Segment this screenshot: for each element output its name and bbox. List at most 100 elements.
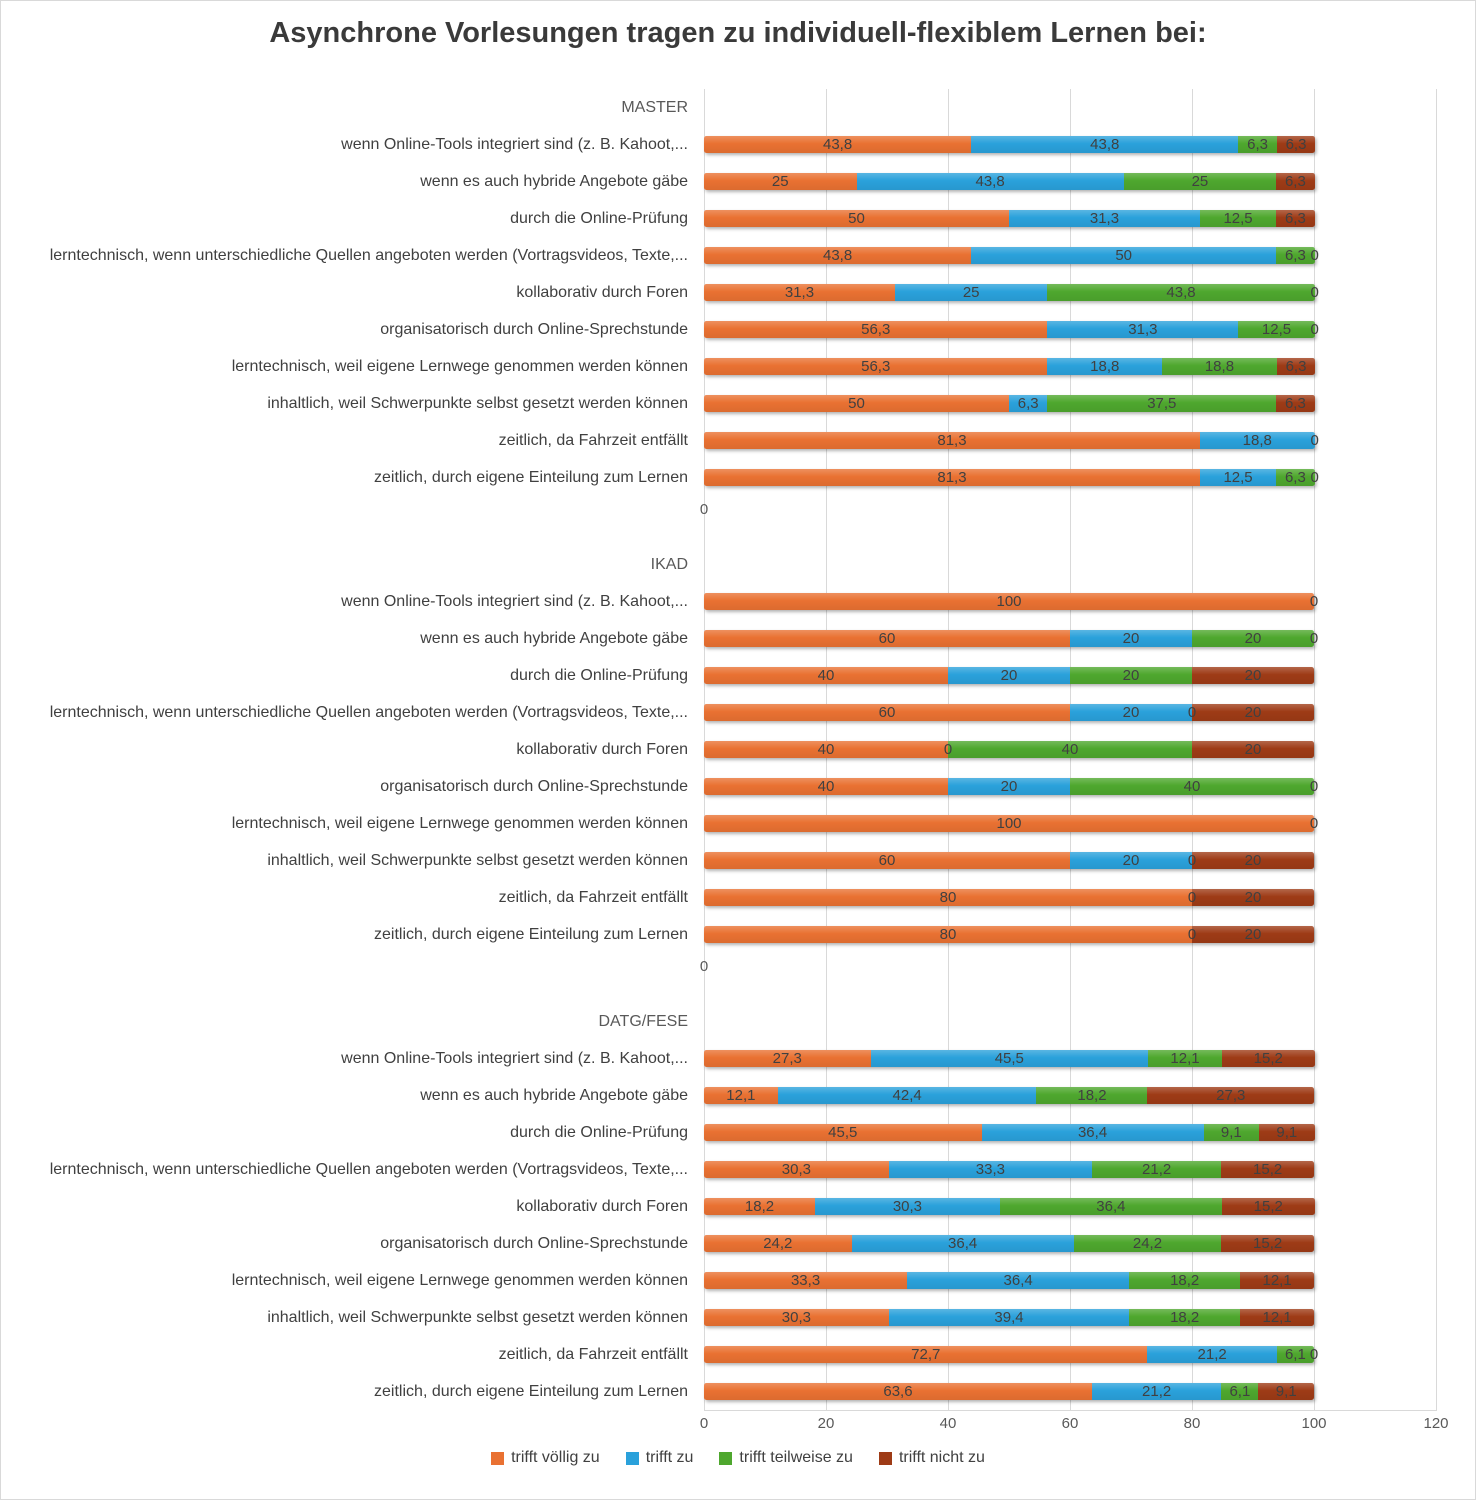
bar-cell: 40 20 40 0 xyxy=(704,768,1437,805)
legend-item: trifft nicht zu xyxy=(878,1449,985,1467)
bar-segment xyxy=(1123,173,1277,190)
data-label: 40 xyxy=(817,741,835,758)
data-label: 18,2 xyxy=(1077,1087,1107,1104)
data-label: 0 xyxy=(1310,321,1319,338)
bar-cell: 72,7 21,2 6,1 0 xyxy=(704,1336,1437,1373)
data-label: 21,2 xyxy=(1197,1346,1227,1363)
category-label: kollaborativ durch Foren xyxy=(516,1197,688,1215)
bar-segment xyxy=(704,1198,816,1215)
section-header-row: DATG/FESE xyxy=(1,1003,1475,1040)
category-label: organisatorisch durch Online-Sprechstund… xyxy=(380,777,688,795)
bar-segment xyxy=(1192,926,1314,943)
bar-segment xyxy=(1192,630,1314,647)
data-label: 37,5 xyxy=(1147,395,1177,412)
data-label: 81,3 xyxy=(937,432,967,449)
legend-label: trifft völlig zu xyxy=(511,1449,600,1466)
legend: trifft völlig zu trifft zu trifft teilweis… xyxy=(1,1449,1475,1467)
data-label: 36,4 xyxy=(1077,1124,1108,1141)
stacked-bar xyxy=(704,1161,1314,1178)
category-label: wenn Online-Tools integriert sind (z. B.… xyxy=(341,1049,688,1067)
bar-segment xyxy=(1192,741,1314,758)
bar-cell: 80 0 20 xyxy=(704,879,1437,916)
data-label: 18,2 xyxy=(1170,1309,1200,1326)
plot-area: MASTER wenn Online-Tools integriert sind … xyxy=(1,89,1475,1436)
bar-row: organisatorisch durch Online-Sprechstund… xyxy=(1,768,1475,805)
bar-segment xyxy=(1129,1309,1241,1326)
data-label: 33,3 xyxy=(790,1272,821,1289)
bar-segment xyxy=(888,1161,1092,1178)
data-label: 80 xyxy=(939,889,957,906)
stacked-bar xyxy=(704,210,1315,227)
bar-cell: 40 20 20 20 xyxy=(704,657,1437,694)
data-label: 0 xyxy=(1309,778,1319,795)
data-label: 0 xyxy=(1187,852,1197,869)
data-label: 18,8 xyxy=(1090,358,1120,375)
data-label: 43,8 xyxy=(1090,136,1120,153)
bar-cell: 30,3 33,3 21,2 15,2 xyxy=(704,1151,1437,1188)
bar-segment xyxy=(1259,1124,1315,1141)
data-label: 30,3 xyxy=(781,1161,812,1178)
bar-segment xyxy=(1036,1087,1148,1104)
bar-segment xyxy=(1192,704,1314,721)
bar-segment xyxy=(704,926,1192,943)
data-label: 6,3 xyxy=(1285,358,1307,375)
section-header-spacer xyxy=(704,89,1437,126)
bar-row: inhaltlich, weil Schwerpunkte selbst ges… xyxy=(1,1299,1475,1336)
bar-segment xyxy=(704,778,948,795)
bar-segment xyxy=(888,1309,1130,1326)
bar-segment xyxy=(704,395,1009,412)
bar-segment xyxy=(1009,210,1200,227)
axis-tick-label: 0 xyxy=(699,958,709,975)
section-gap xyxy=(1,522,1475,546)
bar-row: kollaborativ durch Foren 40 0 40 20 xyxy=(1,731,1475,768)
bar-segment xyxy=(704,593,1314,610)
data-label: 56,3 xyxy=(861,321,891,338)
bar-cell: 100 0 xyxy=(704,805,1437,842)
bar-cell: 60 20 0 20 xyxy=(704,842,1437,879)
category-label: zeitlich, durch eigene Einteilung zum Le… xyxy=(374,1382,688,1400)
bar-row: organisatorisch durch Online-Sprechstund… xyxy=(1,311,1475,348)
stacked-bar xyxy=(704,1272,1314,1289)
bar-segment xyxy=(704,889,1192,906)
x-axis-row: 0 xyxy=(1,953,1475,979)
bar-cell: 60 20 20 0 xyxy=(704,620,1437,657)
category-label: organisatorisch durch Online-Sprechstund… xyxy=(380,1234,688,1252)
data-label: 0 xyxy=(1309,1346,1319,1363)
bar-segment xyxy=(1276,173,1315,190)
bar-row: lerntechnisch, weil eigene Lernwege geno… xyxy=(1,1262,1475,1299)
bar-segment xyxy=(981,1124,1204,1141)
bar-row: wenn es auch hybride Angebote gäbe 12,1 42… xyxy=(1,1077,1475,1114)
data-label: 60 xyxy=(878,630,896,647)
bar-segment xyxy=(704,1383,1092,1400)
bar-segment xyxy=(1276,358,1316,375)
section-title: MASTER xyxy=(621,98,688,116)
x-axis-row: 0 xyxy=(1,496,1475,522)
category-label: durch die Online-Prüfung xyxy=(510,1123,688,1141)
bar-segment xyxy=(1047,395,1277,412)
bar-segment xyxy=(1221,1383,1259,1400)
data-label: 15,2 xyxy=(1253,1235,1283,1252)
data-label: 20 xyxy=(1122,667,1140,684)
data-label: 63,6 xyxy=(883,1383,913,1400)
bar-segment xyxy=(971,136,1239,153)
axis-tick-label: 0 xyxy=(699,1415,709,1432)
data-label: 25 xyxy=(771,173,789,190)
data-label: 40 xyxy=(817,667,835,684)
stacked-bar xyxy=(704,247,1315,264)
bar-segment xyxy=(971,247,1277,264)
bar-cell: 33,3 36,4 18,2 12,1 xyxy=(704,1262,1437,1299)
data-label: 50 xyxy=(1115,247,1133,264)
data-label: 6,3 xyxy=(1284,469,1306,486)
bar-row: zeitlich, durch eigene Einteilung zum Le… xyxy=(1,916,1475,953)
stacked-bar xyxy=(704,136,1316,153)
bar-segment xyxy=(704,210,1009,227)
bar-segment xyxy=(704,852,1070,869)
category-label: zeitlich, durch eigene Einteilung zum Le… xyxy=(374,925,688,943)
data-label: 6,3 xyxy=(1285,136,1307,153)
bar-row: zeitlich, da Fahrzeit entfällt 81,3 18,8 0 xyxy=(1,422,1475,459)
data-label: 0 xyxy=(1309,593,1319,610)
bar-segment xyxy=(1276,210,1315,227)
bar-segment xyxy=(1147,1346,1277,1363)
bar-segment xyxy=(1240,1309,1314,1326)
bar-cell: 50 31,3 12,5 6,3 xyxy=(704,200,1437,237)
